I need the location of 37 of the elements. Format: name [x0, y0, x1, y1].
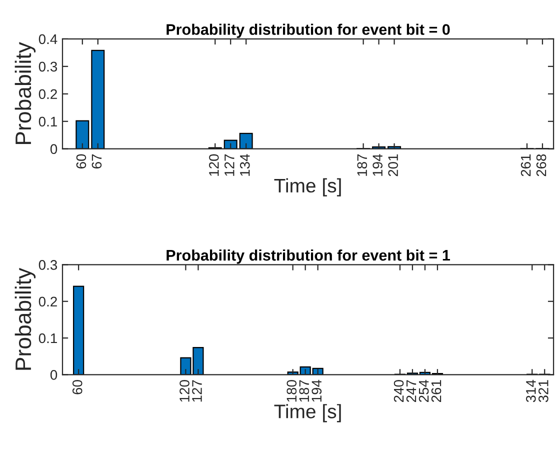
y-tick-label: 0.1 [38, 116, 57, 127]
y-tick-label: 0 [50, 370, 58, 380]
x-tick-label: 120 [180, 380, 190, 402]
x-tick-label: 201 [388, 154, 398, 176]
x-tick-label: 247 [406, 380, 416, 402]
x-tick-label: 67 [92, 154, 102, 168]
x-tick-label: 268 [536, 154, 546, 176]
x-tick-label: 180 [286, 380, 297, 402]
chart-title: Probability distribution for event bit = 1 [166, 249, 450, 264]
x-tick-label: 194 [372, 154, 383, 176]
y-axis-title: Probability [14, 268, 36, 370]
x-tick-label: 194 [312, 380, 322, 402]
x-tick-label: 261 [520, 154, 531, 176]
x-tick-label: 261 [431, 380, 442, 402]
x-tick-label: 254 [418, 380, 429, 402]
y-tick-label: 0.1 [38, 333, 57, 344]
y-tick-label: 0.4 [38, 34, 58, 44]
x-tick-label: 134 [240, 154, 250, 176]
y-tick-label: 0.2 [38, 296, 57, 307]
x-tick-label: 321 [538, 380, 548, 402]
x-axis-title: Time [s] [274, 178, 341, 196]
x-tick-label: 187 [299, 380, 310, 402]
x-tick-label: 127 [192, 380, 202, 402]
x-axis-title: Time [s] [274, 404, 341, 422]
chart-title: Probability distribution for event bit = 0 [166, 24, 450, 38]
x-tick-label: 120 [209, 154, 219, 176]
y-tick-label: 0 [50, 144, 58, 154]
y-tick-label: 0.3 [38, 260, 58, 270]
y-tick-label: 0.2 [38, 89, 57, 100]
x-tick-label: 240 [394, 380, 404, 402]
x-tick-label: 314 [526, 380, 536, 402]
y-tick-label: 0.3 [38, 62, 58, 72]
x-tick-label: 60 [76, 154, 86, 168]
x-tick-label: 187 [357, 154, 368, 176]
x-tick-label: 127 [224, 154, 234, 176]
x-tick-label: 60 [72, 380, 82, 394]
y-axis-title: Probability [14, 42, 36, 144]
